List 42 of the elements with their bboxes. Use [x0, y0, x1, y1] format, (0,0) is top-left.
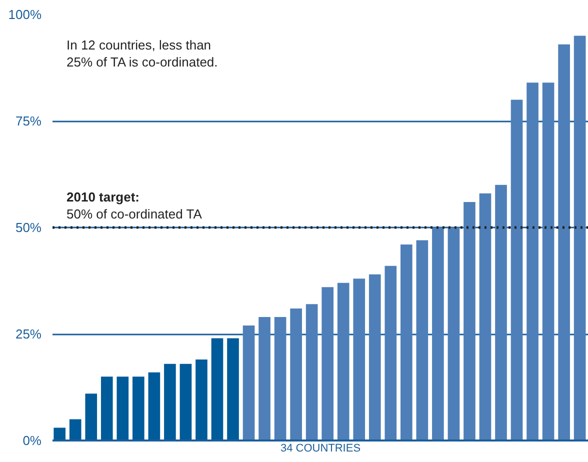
- bar: [464, 202, 476, 440]
- bar: [510, 100, 523, 440]
- bar: [384, 266, 397, 440]
- bar: [416, 240, 428, 440]
- bar: [54, 428, 66, 440]
- bar: [69, 419, 82, 440]
- bar: [100, 376, 113, 440]
- bar: [353, 278, 366, 440]
- y-tick-label: 0%: [22, 433, 42, 448]
- bar: [148, 372, 160, 440]
- bar: [227, 338, 239, 440]
- bar: [526, 82, 538, 440]
- bar: [164, 364, 176, 440]
- bar: [574, 36, 586, 440]
- bar: [116, 376, 129, 440]
- bar: [542, 82, 554, 440]
- bar: [290, 308, 302, 440]
- y-tick-label: 50%: [15, 220, 42, 235]
- bar: [211, 338, 224, 440]
- bar: [258, 316, 270, 440]
- bar: [479, 193, 492, 440]
- bar: [448, 228, 460, 440]
- y-tick-label: 25%: [15, 326, 42, 342]
- bar: [495, 184, 507, 440]
- bar: [180, 364, 192, 440]
- bar: [274, 316, 286, 440]
- y-tick-label: 100%: [8, 7, 42, 22]
- bar: [558, 44, 570, 440]
- bar: [400, 244, 412, 440]
- y-tick-label: 75%: [15, 114, 42, 128]
- bar: [85, 394, 98, 440]
- bar: [368, 274, 381, 440]
- bar: [306, 304, 318, 440]
- bar: [196, 360, 208, 440]
- bar: [242, 325, 255, 440]
- bar: [322, 287, 334, 440]
- bar: [337, 282, 350, 440]
- bar: [132, 376, 144, 440]
- annotation: In 12 countries, less than 25% of TA is co-ordinated.: [66, 38, 218, 70]
- bar: [432, 228, 444, 440]
- x-axis-title: 34 COUNTRIES: [280, 442, 361, 454]
- ref-line-label: 2010 target: 50% of co-ordinated TA: [66, 190, 202, 222]
